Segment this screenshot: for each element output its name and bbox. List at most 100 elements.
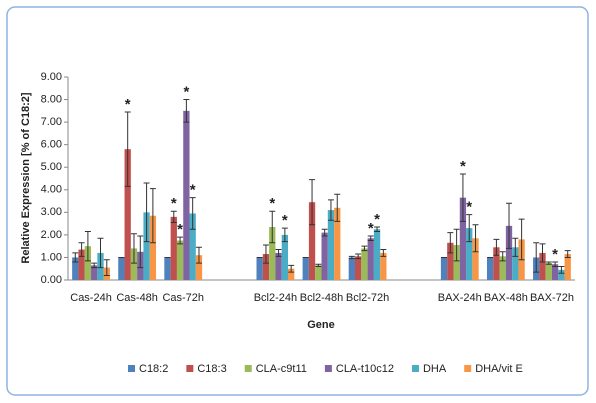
bar (91, 265, 98, 280)
error-bar (281, 227, 288, 243)
bar (348, 257, 355, 280)
error-bar (545, 261, 552, 265)
y-tick-label: 5.00 (41, 161, 62, 173)
error-bar (355, 253, 362, 260)
error-bar (506, 202, 513, 249)
bar (558, 269, 565, 280)
bar (334, 207, 341, 280)
error-bar (380, 249, 387, 257)
y-axis-title: Relative Expression [% of C18:2] (20, 92, 32, 264)
significance-marker: * (368, 220, 374, 237)
bar (262, 254, 270, 280)
bar (176, 240, 184, 280)
legend-label: DHA (423, 363, 447, 375)
significance-marker: * (125, 96, 131, 113)
error-bar (447, 232, 454, 254)
bar (539, 252, 546, 280)
bar (361, 248, 368, 280)
bar (545, 263, 552, 280)
significance-marker: * (374, 211, 380, 228)
error-bar (177, 236, 184, 245)
legend-swatch (411, 365, 419, 372)
bar (315, 265, 322, 280)
bar (321, 232, 328, 280)
bar (440, 257, 448, 280)
error-bar (72, 252, 79, 263)
error-bar (124, 111, 131, 187)
bar (447, 242, 454, 280)
legend-swatch (244, 365, 252, 372)
error-bar (84, 231, 91, 262)
bar (459, 197, 467, 280)
error-bar (195, 246, 202, 264)
significance-marker: * (466, 199, 472, 216)
legend-swatch (464, 365, 472, 372)
error-bar (374, 226, 381, 233)
y-tick-label: 6.00 (41, 139, 62, 151)
legend-label: C18:2 (139, 363, 168, 375)
error-bar (288, 264, 295, 273)
legend-label: C18:3 (197, 363, 226, 375)
error-bar (327, 199, 334, 221)
x-tick-label: Bcl2-48h (300, 292, 343, 304)
error-bar (334, 193, 341, 222)
bar (499, 256, 506, 280)
error-bar (183, 99, 190, 123)
bar (256, 257, 263, 280)
y-tick-label: 9.00 (41, 71, 62, 83)
significance-marker: * (190, 182, 196, 199)
x-tick-label: Cas-24h (70, 292, 112, 304)
x-tick-label: BAX-48h (484, 292, 528, 304)
y-tick-label: 4.00 (41, 184, 62, 196)
bar (118, 257, 125, 280)
bar (130, 248, 138, 280)
error-bar (78, 242, 85, 257)
error-bar (321, 228, 328, 237)
error-bar (309, 179, 316, 226)
significance-marker: * (282, 212, 288, 229)
error-bar (499, 251, 506, 262)
error-bar (518, 218, 525, 261)
bar (367, 238, 374, 280)
significance-marker: * (269, 195, 275, 212)
bar (354, 256, 362, 280)
bar (327, 210, 335, 280)
x-tick-label: Bcl2-24h (254, 292, 297, 304)
error-bar (564, 250, 571, 258)
error-bar (453, 228, 460, 262)
significance-marker: * (552, 246, 558, 263)
bar (373, 229, 381, 280)
error-bar (262, 244, 269, 264)
error-bar (130, 233, 137, 264)
bar (143, 212, 150, 280)
bar (380, 252, 387, 280)
bar (472, 238, 479, 280)
bar (281, 234, 289, 280)
error-bar (493, 238, 500, 256)
bar (149, 215, 157, 280)
legend-swatch (128, 365, 135, 372)
y-tick-label: 1.00 (41, 251, 62, 263)
error-bar (91, 262, 98, 269)
error-bar (170, 210, 177, 223)
bar (466, 228, 473, 280)
x-tick-label: BAX-24h (438, 292, 482, 304)
bar (84, 246, 92, 280)
x-tick-label: Bcl2-72h (346, 292, 389, 304)
error-bar (367, 235, 374, 242)
error-bar (472, 224, 479, 253)
legend-swatch (186, 365, 194, 372)
bar (453, 245, 460, 280)
error-bar (143, 182, 150, 243)
error-bar (459, 173, 466, 222)
y-tick-label: 2.00 (41, 229, 62, 241)
significance-marker: * (171, 195, 177, 212)
significance-marker: * (177, 221, 183, 238)
bar (124, 149, 131, 280)
bar (164, 257, 171, 280)
bar (189, 213, 196, 280)
error-bar (348, 255, 355, 260)
y-tick-label: 0.00 (41, 274, 62, 286)
error-bar (189, 197, 196, 230)
bar (275, 252, 282, 280)
